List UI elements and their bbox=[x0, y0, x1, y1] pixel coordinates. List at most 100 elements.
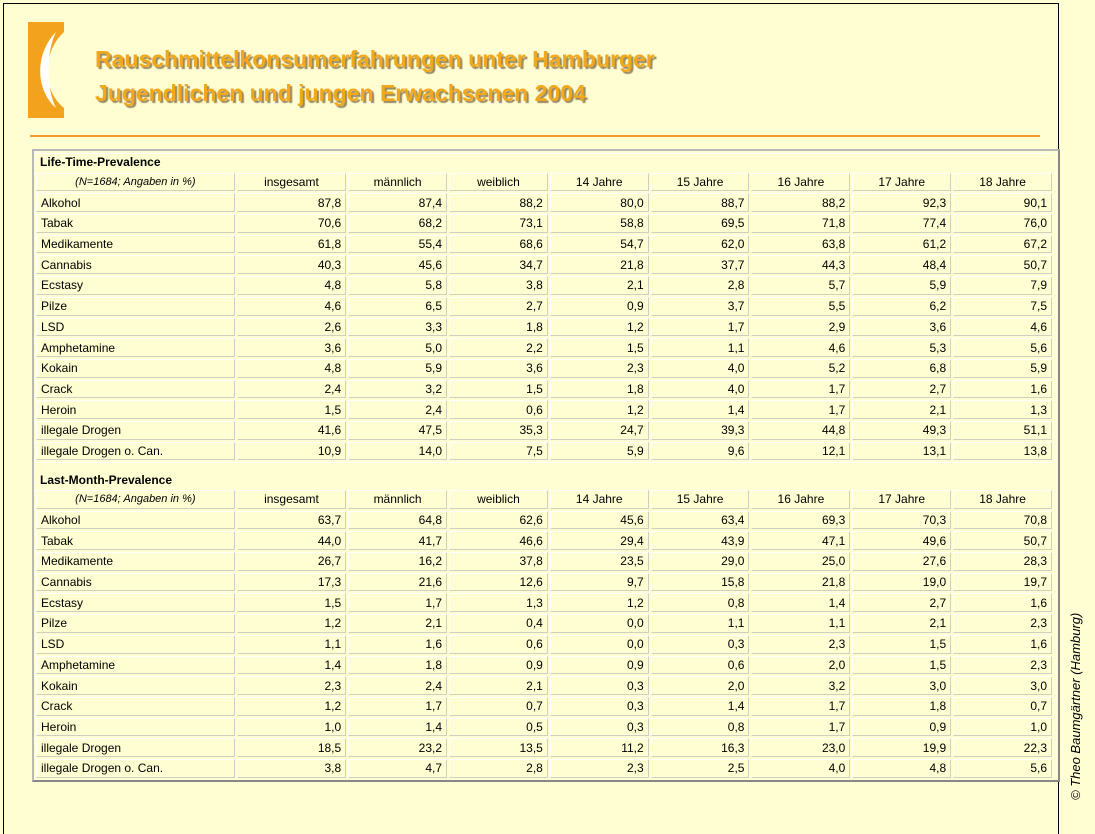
data-row: Pilze 4,6 6,5 2,7 0,9 3,7 5,5 6,2 7,5 bbox=[36, 296, 1052, 316]
cell: 0,0 bbox=[549, 634, 649, 654]
cell: 1,7 bbox=[348, 696, 447, 716]
column-header: insgesamt bbox=[236, 490, 347, 509]
cell: 25,0 bbox=[751, 552, 851, 571]
cell: 7,5 bbox=[953, 296, 1052, 316]
column-header: 14 Jahre bbox=[549, 172, 649, 192]
cell: 4,0 bbox=[650, 358, 750, 378]
cell: 24,7 bbox=[549, 420, 649, 440]
cell: 39,3 bbox=[650, 420, 750, 440]
data-row: illegale Drogen 41,6 47,5 35,3 24,7 39,3 44,8 4… bbox=[36, 420, 1052, 440]
column-header: 17 Jahre bbox=[852, 490, 952, 509]
cell: 50,7 bbox=[953, 531, 1052, 551]
row-label: Tabak bbox=[36, 531, 235, 551]
cell: 5,9 bbox=[852, 276, 952, 295]
cell: 1,7 bbox=[751, 696, 851, 716]
row-label: Kokain bbox=[36, 358, 235, 378]
cell: 1,7 bbox=[751, 379, 851, 399]
cell: 44,8 bbox=[751, 420, 851, 440]
column-header: weiblich bbox=[449, 172, 548, 192]
copyright: © Theo Baumgärtner (Hamburg) bbox=[1068, 612, 1083, 800]
cell: 27,6 bbox=[852, 552, 952, 571]
row-label: LSD bbox=[36, 317, 235, 337]
cell: 62,6 bbox=[449, 510, 548, 530]
cell: 2,1 bbox=[348, 614, 447, 633]
cell: 40,3 bbox=[236, 255, 347, 275]
cell: 0,9 bbox=[549, 296, 649, 316]
header-row: (N=1684; Angaben in %) insgesamt männlich w… bbox=[36, 172, 1052, 192]
cell: 0,6 bbox=[449, 634, 548, 654]
cell: 3,2 bbox=[348, 379, 447, 399]
cell: 2,9 bbox=[751, 317, 851, 337]
column-header: 18 Jahre bbox=[953, 490, 1052, 509]
cell: 70,8 bbox=[953, 510, 1052, 530]
cell: 21,8 bbox=[751, 572, 851, 592]
cell: 62,0 bbox=[650, 234, 750, 254]
cell: 5,3 bbox=[852, 338, 952, 357]
cell: 63,4 bbox=[650, 510, 750, 530]
cell: 4,6 bbox=[953, 317, 1052, 337]
cell: 13,8 bbox=[953, 441, 1052, 461]
cell: 2,2 bbox=[449, 338, 548, 357]
cell: 1,3 bbox=[449, 593, 548, 613]
cell: 0,3 bbox=[549, 717, 649, 737]
cell: 47,5 bbox=[348, 420, 447, 440]
cell: 2,3 bbox=[953, 614, 1052, 633]
cell: 28,3 bbox=[953, 552, 1052, 571]
data-row: Ecstasy 1,5 1,7 1,3 1,2 0,8 1,4 2,7 1,6 bbox=[36, 593, 1052, 613]
cell: 23,2 bbox=[348, 738, 447, 757]
data-row: Pilze 1,2 2,1 0,4 0,0 1,1 1,1 2,1 2,3 bbox=[36, 614, 1052, 633]
cell: 41,7 bbox=[348, 531, 447, 551]
cell: 14,0 bbox=[348, 441, 447, 461]
cell: 13,5 bbox=[449, 738, 548, 757]
cell: 1,8 bbox=[449, 317, 548, 337]
cell: 2,1 bbox=[852, 400, 952, 419]
data-row: Amphetamine 1,4 1,8 0,9 0,9 0,6 2,0 1,5 2,3 bbox=[36, 655, 1052, 675]
cell: 1,2 bbox=[549, 400, 649, 419]
cell: 0,7 bbox=[953, 696, 1052, 716]
cell: 87,4 bbox=[348, 193, 447, 213]
cell: 2,3 bbox=[953, 655, 1052, 675]
cell: 88,7 bbox=[650, 193, 750, 213]
row-label: Cannabis bbox=[36, 255, 235, 275]
data-row: Alkohol 87,8 87,4 88,2 80,0 88,7 88,2 92,3 90,1 bbox=[36, 193, 1052, 213]
cell: 2,7 bbox=[852, 593, 952, 613]
cell: 3,0 bbox=[953, 676, 1052, 695]
cell: 5,5 bbox=[751, 296, 851, 316]
cell: 45,6 bbox=[348, 255, 447, 275]
data-row: Cannabis 40,3 45,6 34,7 21,8 37,7 44,3 48,4 50,7 bbox=[36, 255, 1052, 275]
row-label: Amphetamine bbox=[36, 655, 235, 675]
row-label: Alkohol bbox=[36, 510, 235, 530]
cell: 1,2 bbox=[236, 696, 347, 716]
cell: 29,4 bbox=[549, 531, 649, 551]
cell: 3,8 bbox=[449, 276, 548, 295]
cell: 15,8 bbox=[650, 572, 750, 592]
cell: 1,5 bbox=[449, 379, 548, 399]
table-frame: Life-Time-Prevalence (N=1684; Angaben in … bbox=[32, 149, 1060, 782]
cell: 0,0 bbox=[549, 614, 649, 633]
cell: 1,6 bbox=[953, 379, 1052, 399]
cell: 4,7 bbox=[348, 758, 447, 778]
row-label: Kokain bbox=[36, 676, 235, 695]
row-label: Ecstasy bbox=[36, 593, 235, 613]
cell: 77,4 bbox=[852, 214, 952, 233]
cell: 1,4 bbox=[348, 717, 447, 737]
cell: 16,3 bbox=[650, 738, 750, 757]
bracket-icon bbox=[28, 22, 64, 118]
title-line: Jugendlichen und jungen Erwachsenen 2004 bbox=[95, 80, 586, 106]
column-header: männlich bbox=[348, 490, 447, 509]
cell: 5,9 bbox=[348, 358, 447, 378]
cell: 34,7 bbox=[449, 255, 548, 275]
cell: 1,0 bbox=[953, 717, 1052, 737]
cell: 5,2 bbox=[751, 358, 851, 378]
cell: 1,1 bbox=[236, 634, 347, 654]
data-row: Amphetamine 3,6 5,0 2,2 1,5 1,1 4,6 5,3 5,6 bbox=[36, 338, 1052, 357]
cell: 0,6 bbox=[449, 400, 548, 419]
cell: 5,0 bbox=[348, 338, 447, 357]
cell: 35,3 bbox=[449, 420, 548, 440]
cell: 1,3 bbox=[953, 400, 1052, 419]
column-header: 18 Jahre bbox=[953, 172, 1052, 192]
data-row: Ecstasy 4,8 5,8 3,8 2,1 2,8 5,7 5,9 7,9 bbox=[36, 276, 1052, 295]
data-row: Medikamente 26,7 16,2 37,8 23,5 29,0 25,0 27,6 2… bbox=[36, 552, 1052, 571]
note: (N=1684; Angaben in %) bbox=[36, 490, 235, 509]
